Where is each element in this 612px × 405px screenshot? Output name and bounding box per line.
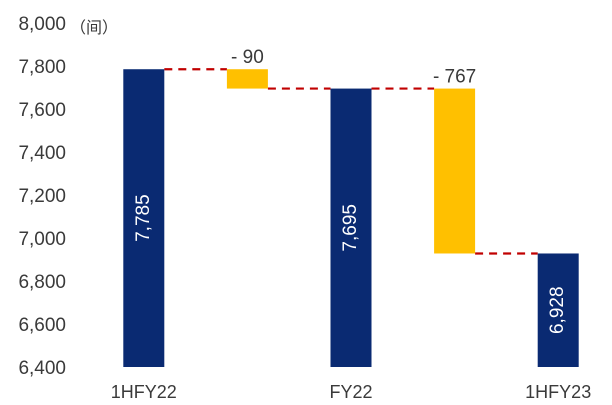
y-tick-label: 6,600 [18,315,66,336]
x-tick-label: 1HFY22 [111,382,177,402]
y-tick-label: 7,600 [18,100,66,121]
x-tick-label: 1HFY23 [525,382,591,402]
delta-value-label: - 90 [231,47,264,68]
y-axis-ticks: 6,400 6,600 6,800 7,000 7,200 7,400 7,600 7,800… [18,14,66,379]
y-tick-label: 6,400 [18,358,66,379]
y-tick-label: 7,800 [18,57,66,78]
y-tick-label: 7,400 [18,143,66,164]
total-bar [537,253,579,367]
data-labels: 7,785 - 90 7,695 - 767 6,928 [133,47,568,334]
y-tick-label: 8,000 [18,14,66,35]
connector-lines [164,68,538,255]
x-axis-ticks: 1HFY22 FY22 1HFY23 [111,382,591,402]
y-tick-label: 7,200 [18,186,66,207]
y-tick-label: 7,000 [18,229,66,250]
bar-value-label: 7,695 [340,204,361,252]
y-axis-unit-label: （间） [70,19,118,37]
delta-bar [226,69,268,89]
y-tick-label: 6,800 [18,272,66,293]
bar-value-label: 6,928 [547,286,568,334]
x-tick-label: FY22 [329,382,372,402]
bars [123,69,579,367]
delta-bar [434,88,476,254]
total-bar [330,88,372,367]
total-bar [123,69,165,367]
delta-value-label: - 767 [433,67,476,88]
bar-value-label: 7,785 [133,194,154,242]
